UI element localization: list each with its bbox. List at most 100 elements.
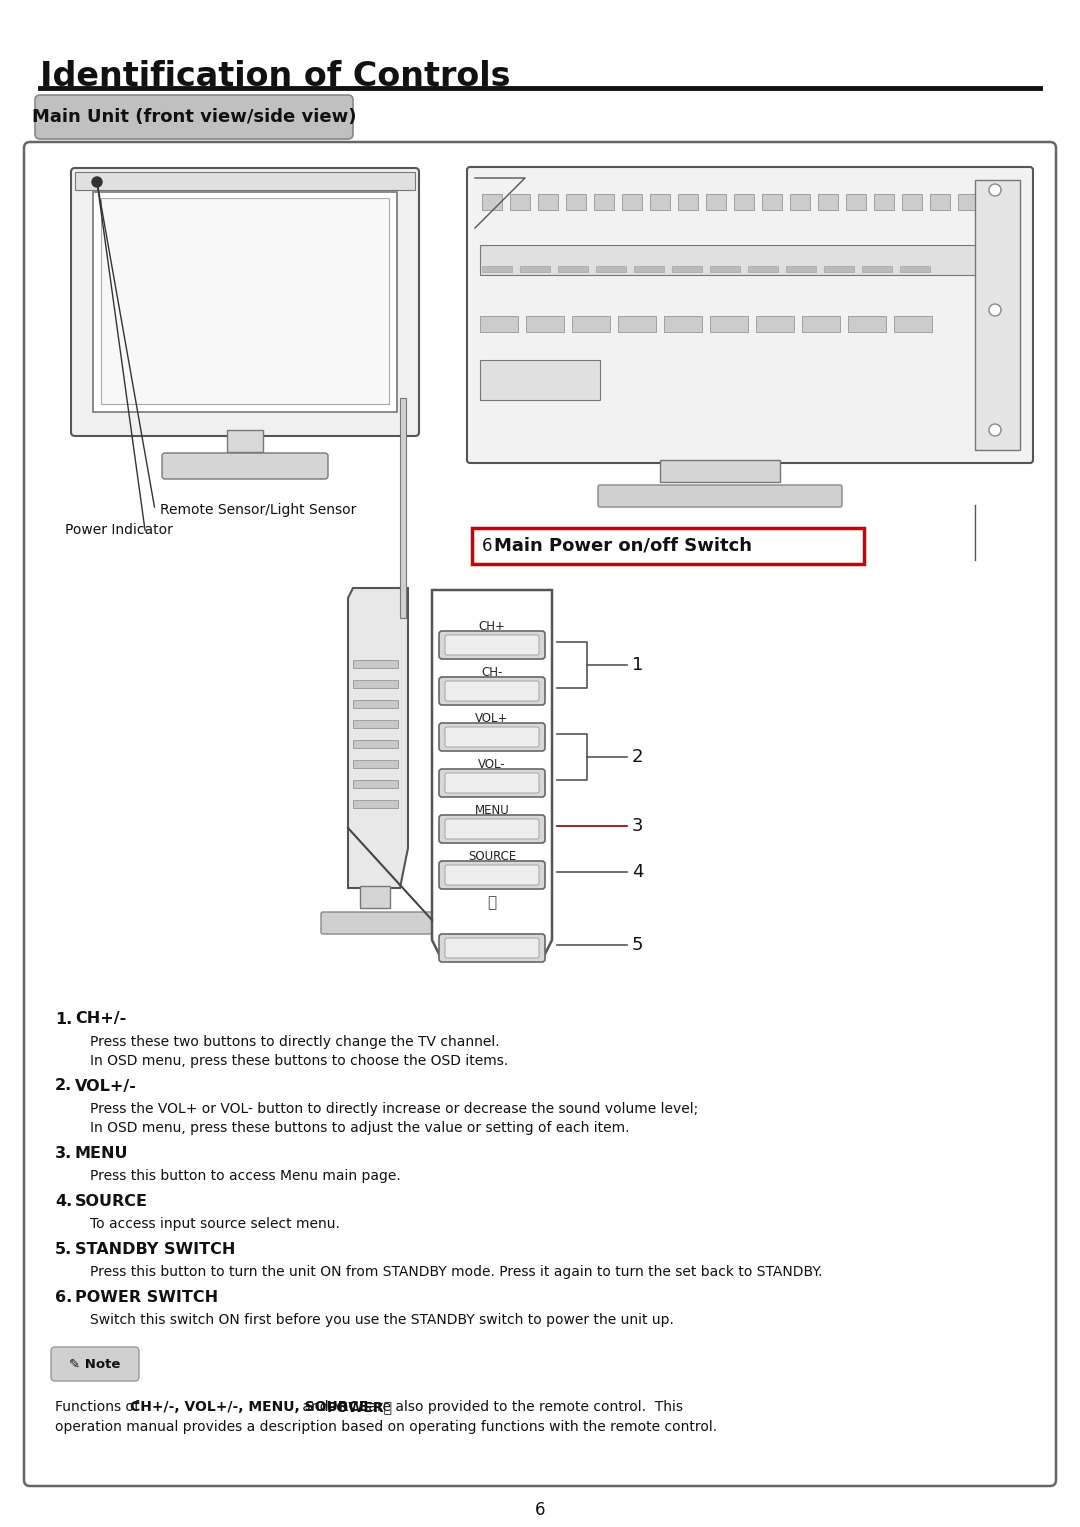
Bar — [482, 266, 512, 272]
Text: 3: 3 — [632, 817, 644, 835]
Text: Press this button to turn the unit ON from STANDBY mode. Press it again to turn : Press this button to turn the unit ON fr… — [90, 1264, 822, 1280]
Text: Switch this switch ON first before you use the STANDBY switch to power the unit : Switch this switch ON first before you u… — [90, 1313, 674, 1327]
Bar — [734, 194, 754, 211]
Text: operation manual provides a description based on operating functions with the re: operation manual provides a description … — [55, 1420, 717, 1434]
FancyBboxPatch shape — [438, 770, 545, 797]
Text: 6: 6 — [482, 538, 498, 554]
Bar — [227, 431, 264, 452]
Bar — [710, 316, 748, 331]
Circle shape — [989, 425, 1001, 437]
Bar — [650, 194, 670, 211]
Text: To access input source select menu.: To access input source select menu. — [90, 1217, 340, 1231]
Text: 5: 5 — [632, 936, 644, 954]
Text: SOURCE: SOURCE — [468, 849, 516, 863]
Bar — [786, 266, 816, 272]
Bar — [526, 316, 564, 331]
Bar — [862, 266, 892, 272]
Text: 6.: 6. — [55, 1289, 72, 1304]
Bar — [353, 660, 399, 667]
Text: CH+/-, VOL+/-, MENU, SOURCE: CH+/-, VOL+/-, MENU, SOURCE — [131, 1400, 368, 1414]
Bar — [660, 460, 780, 483]
Text: Remote Sensor/Light Sensor: Remote Sensor/Light Sensor — [160, 502, 356, 518]
Text: MENU: MENU — [75, 1145, 129, 1161]
FancyBboxPatch shape — [445, 818, 539, 838]
Bar — [353, 760, 399, 768]
Text: ⏻: ⏻ — [487, 895, 497, 910]
Text: 2: 2 — [632, 748, 644, 767]
Bar — [353, 699, 399, 709]
FancyBboxPatch shape — [438, 631, 545, 660]
Text: POWER SWITCH: POWER SWITCH — [75, 1289, 218, 1304]
Text: 5.: 5. — [55, 1241, 72, 1257]
Bar — [102, 199, 389, 405]
Text: CH+/-: CH+/- — [75, 1011, 126, 1026]
Bar — [360, 886, 390, 909]
Bar — [353, 780, 399, 788]
Bar — [353, 741, 399, 748]
FancyBboxPatch shape — [24, 142, 1056, 1486]
Text: CH-: CH- — [482, 666, 502, 678]
FancyBboxPatch shape — [35, 95, 353, 139]
Bar — [664, 316, 702, 331]
FancyBboxPatch shape — [51, 1347, 139, 1380]
FancyBboxPatch shape — [445, 864, 539, 886]
Text: VOL-: VOL- — [478, 757, 505, 771]
FancyBboxPatch shape — [445, 635, 539, 655]
Text: MENU: MENU — [474, 803, 510, 817]
Bar — [762, 194, 782, 211]
Bar — [678, 194, 698, 211]
Circle shape — [989, 304, 1001, 316]
Bar — [706, 194, 726, 211]
FancyBboxPatch shape — [438, 861, 545, 889]
Bar — [594, 194, 615, 211]
Text: In OSD menu, press these buttons to choose the OSD items.: In OSD menu, press these buttons to choo… — [90, 1054, 509, 1067]
Bar — [894, 316, 932, 331]
Text: 3.: 3. — [55, 1145, 72, 1161]
Bar — [519, 266, 550, 272]
Bar — [480, 360, 600, 400]
FancyBboxPatch shape — [438, 815, 545, 843]
FancyBboxPatch shape — [445, 773, 539, 793]
Bar — [634, 266, 664, 272]
FancyBboxPatch shape — [321, 912, 435, 935]
Text: Main Unit (front view/side view): Main Unit (front view/side view) — [31, 108, 356, 127]
Polygon shape — [348, 588, 408, 889]
Text: CH+: CH+ — [478, 620, 505, 632]
Bar — [902, 194, 922, 211]
Text: 1: 1 — [632, 657, 644, 673]
Text: VOL+/-: VOL+/- — [75, 1078, 137, 1093]
Bar — [930, 194, 950, 211]
Bar — [900, 266, 930, 272]
Bar — [510, 194, 530, 211]
Text: Press the VOL+ or VOL- button to directly increase or decrease the sound volume : Press the VOL+ or VOL- button to directl… — [90, 1102, 699, 1116]
Bar — [618, 316, 656, 331]
FancyBboxPatch shape — [438, 935, 545, 962]
Bar — [480, 244, 980, 275]
FancyBboxPatch shape — [445, 727, 539, 747]
Text: STANDBY SWITCH: STANDBY SWITCH — [75, 1241, 235, 1257]
Bar — [874, 194, 894, 211]
Bar — [353, 721, 399, 728]
Bar — [710, 266, 740, 272]
Bar — [572, 316, 610, 331]
Text: 6: 6 — [535, 1501, 545, 1519]
Bar — [596, 266, 626, 272]
FancyBboxPatch shape — [445, 938, 539, 957]
Bar — [756, 316, 794, 331]
Bar — [789, 194, 810, 211]
FancyBboxPatch shape — [438, 722, 545, 751]
FancyBboxPatch shape — [467, 166, 1032, 463]
FancyBboxPatch shape — [445, 681, 539, 701]
Bar — [802, 316, 840, 331]
Bar — [958, 194, 978, 211]
Text: Functions of: Functions of — [55, 1400, 144, 1414]
Text: 1.: 1. — [55, 1011, 72, 1026]
Bar — [566, 194, 586, 211]
Text: Main Power on/off Switch: Main Power on/off Switch — [494, 538, 752, 554]
Bar — [353, 800, 399, 808]
Text: 2.: 2. — [55, 1078, 72, 1093]
FancyBboxPatch shape — [71, 168, 419, 437]
Text: ✎ Note: ✎ Note — [69, 1358, 121, 1371]
Text: Press this button to access Menu main page.: Press this button to access Menu main pa… — [90, 1170, 401, 1183]
Bar — [558, 266, 588, 272]
